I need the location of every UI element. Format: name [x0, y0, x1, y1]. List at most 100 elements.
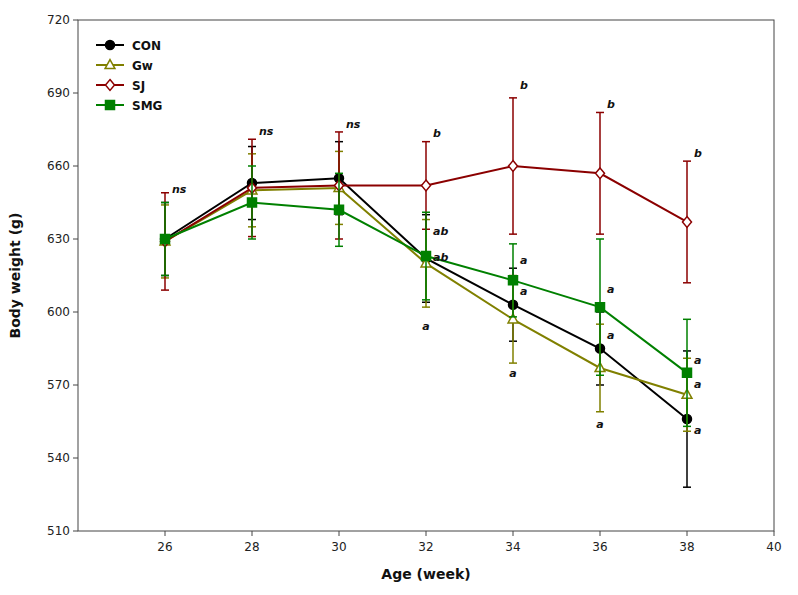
- series-con: [161, 142, 692, 488]
- y-tick: [73, 531, 78, 532]
- y-tick: [73, 93, 78, 94]
- y-tick-label: 720: [47, 13, 70, 27]
- x-tick-label: 38: [679, 540, 694, 554]
- plot-frame: [78, 20, 774, 531]
- marker: [422, 180, 431, 191]
- y-tick-label: 510: [47, 524, 70, 538]
- error-bar-cap: [248, 238, 256, 240]
- marker: [248, 198, 257, 207]
- series-smg: [161, 166, 692, 426]
- marker: [422, 252, 431, 261]
- y-tick: [73, 458, 78, 459]
- legend: CON Gw SJ SMG: [88, 30, 184, 120]
- y-tick: [73, 239, 78, 240]
- annotation: b: [694, 147, 702, 160]
- error-bar-cap: [161, 275, 169, 277]
- legend-label: SJ: [132, 79, 145, 93]
- annotation: b: [607, 98, 615, 111]
- y-axis-label: Body weight (g): [7, 213, 23, 339]
- legend-entry: SMG: [96, 99, 162, 113]
- error-bar: [161, 203, 169, 276]
- error-bar-cap: [596, 112, 604, 114]
- error-bar-cap: [422, 211, 430, 213]
- y-tick-label: 630: [47, 232, 70, 246]
- error-bar-cap: [683, 282, 691, 284]
- error-bar: [509, 244, 517, 317]
- annotation: a: [607, 329, 614, 342]
- annotation: a: [520, 285, 527, 298]
- y-tick-label: 600: [47, 305, 70, 319]
- error-bar-cap: [335, 131, 343, 133]
- background: [0, 0, 798, 595]
- marker: [509, 276, 518, 285]
- annotation: a: [422, 320, 429, 333]
- legend-marker: [106, 41, 115, 50]
- error-bar: [596, 239, 604, 375]
- series-line: [165, 178, 687, 419]
- annotation: a: [694, 378, 701, 391]
- error-bar-cap: [509, 97, 517, 99]
- error-bar-cap: [509, 362, 517, 364]
- annotation: ns: [259, 125, 274, 138]
- marker: [161, 235, 170, 244]
- error-bar: [248, 166, 256, 239]
- error-bar-cap: [335, 173, 343, 175]
- x-tick-label: 40: [766, 540, 781, 554]
- error-bar-cap: [161, 202, 169, 204]
- error-bar: [161, 193, 169, 290]
- legend-marker: [106, 101, 115, 110]
- x-tick: [513, 531, 514, 536]
- x-tick-label: 30: [331, 540, 346, 554]
- legend-label: Gw: [132, 59, 153, 73]
- legend-entry: CON: [96, 39, 161, 53]
- plot-area: [160, 98, 692, 487]
- x-tick-label: 34: [505, 540, 520, 554]
- error-bar-cap: [161, 275, 169, 277]
- y-tick-label: 660: [47, 159, 70, 173]
- error-bar: [683, 319, 691, 426]
- marker: [683, 368, 692, 377]
- error-bar: [335, 173, 343, 246]
- error-bar: [683, 161, 691, 283]
- error-bar: [161, 203, 169, 276]
- y-tick: [73, 385, 78, 386]
- annotation: a: [607, 283, 614, 296]
- x-tick: [252, 531, 253, 536]
- annotation: a: [596, 418, 603, 431]
- legend-label: CON: [132, 39, 161, 53]
- y-tick: [73, 20, 78, 21]
- error-bar-cap: [596, 233, 604, 235]
- error-bar-cap: [161, 289, 169, 291]
- annotation: a: [509, 367, 516, 380]
- x-tick-label: 26: [157, 540, 172, 554]
- error-bar-cap: [248, 138, 256, 140]
- error-bar-cap: [683, 430, 691, 432]
- error-bar-cap: [683, 319, 691, 321]
- error-bar-cap: [161, 192, 169, 194]
- series-sj: [161, 98, 692, 290]
- error-bar-cap: [509, 233, 517, 235]
- x-tick-label: 28: [244, 540, 259, 554]
- error-bar: [422, 212, 430, 300]
- error-bar-cap: [248, 165, 256, 167]
- error-bar-cap: [596, 411, 604, 413]
- marker: [509, 161, 518, 172]
- legend-entry: Gw: [96, 59, 153, 73]
- annotation: a: [694, 354, 701, 367]
- annotation: a: [520, 254, 527, 267]
- annotation: b: [433, 127, 441, 140]
- series-line: [165, 203, 687, 373]
- x-tick: [165, 531, 166, 536]
- error-bar-cap: [422, 299, 430, 301]
- annotation: b: [520, 79, 528, 92]
- error-bar-cap: [683, 426, 691, 428]
- x-tick: [339, 531, 340, 536]
- y-tick-label: 540: [47, 451, 70, 465]
- marker: [683, 217, 692, 228]
- error-bar-cap: [509, 316, 517, 318]
- series-line: [165, 188, 687, 395]
- error-bar: [509, 98, 517, 234]
- error-bar-cap: [422, 306, 430, 308]
- error-bar-cap: [422, 141, 430, 143]
- legend-marker: [106, 80, 115, 91]
